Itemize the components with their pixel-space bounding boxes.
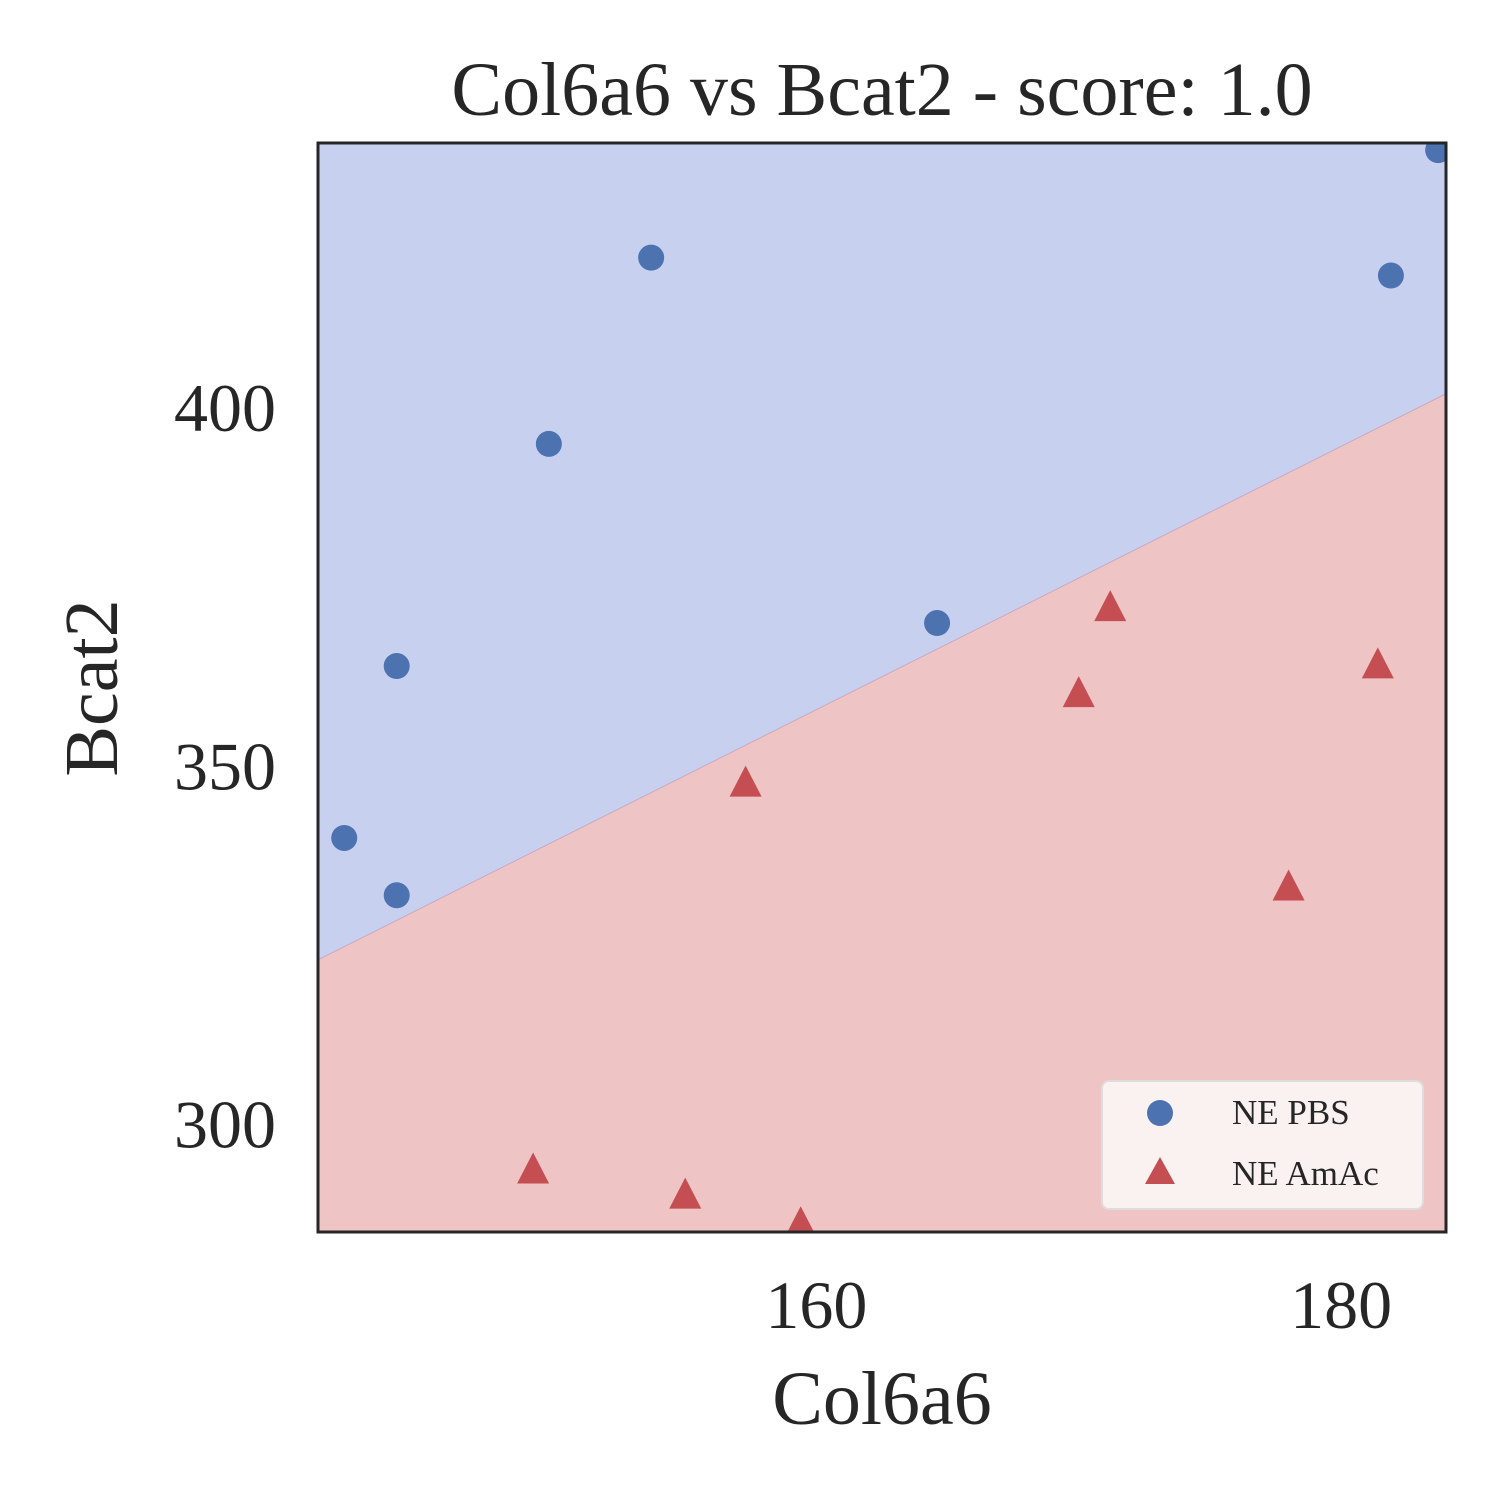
- decision-region-ne-pbs: [318, 143, 1446, 960]
- legend: NE PBS NE AmAc: [1101, 1080, 1424, 1210]
- x-tick-labels: 160 180: [765, 1267, 1392, 1343]
- points-layer: [331, 143, 1446, 1232]
- y-tick-label: 300: [174, 1087, 276, 1163]
- data-point-series-0-2: [383, 653, 410, 680]
- legend-label-ne-amac: NE AmAc: [1232, 1154, 1379, 1193]
- legend-box: [1101, 1080, 1424, 1210]
- plot-area: [318, 143, 1446, 1232]
- data-point-series-0-1: [383, 882, 410, 909]
- chart-title: Col6a6 vs Bcat2 - score: 1.0: [451, 48, 1312, 132]
- data-point-series-1-2: [729, 765, 762, 797]
- data-point-series-0-0: [331, 824, 358, 851]
- data-point-series-1-7: [1361, 647, 1394, 679]
- data-point-series-1-5: [1094, 590, 1127, 622]
- data-point-series-0-4: [638, 244, 665, 271]
- data-point-series-1-3: [787, 1206, 814, 1232]
- y-tick-label: 350: [174, 728, 276, 804]
- data-point-series-0-6: [1377, 262, 1404, 289]
- data-point-series-1-4: [1062, 676, 1095, 708]
- x-tick-label: 160: [765, 1267, 867, 1343]
- legend-marker-ne-pbs: [1147, 1100, 1173, 1126]
- data-point-series-0-5: [924, 610, 951, 637]
- y-tick-label: 400: [174, 370, 276, 446]
- y-axis-label: Bcat2: [50, 599, 134, 776]
- x-axis-label: Col6a6: [772, 1357, 992, 1441]
- x-tick-label: 180: [1290, 1267, 1392, 1343]
- legend-marker-ne-amac: [1145, 1157, 1175, 1184]
- data-point-series-0-3: [535, 430, 562, 457]
- data-point-series-1-0: [517, 1152, 550, 1184]
- data-point-series-0-7: [1425, 143, 1446, 164]
- legend-label-ne-pbs: NE PBS: [1232, 1093, 1350, 1132]
- data-point-series-1-6: [1272, 869, 1305, 901]
- y-tick-labels: 300 350 400: [174, 370, 276, 1162]
- data-point-series-1-1: [669, 1177, 702, 1209]
- plot-frame: [316, 141, 1448, 1234]
- decision-boundary-line: [318, 393, 1446, 961]
